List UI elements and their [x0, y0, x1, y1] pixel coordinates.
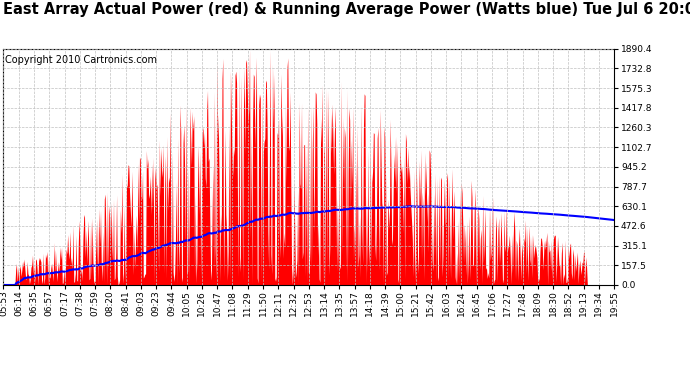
Text: Copyright 2010 Cartronics.com: Copyright 2010 Cartronics.com: [6, 55, 157, 64]
Text: East Array Actual Power (red) & Running Average Power (Watts blue) Tue Jul 6 20:: East Array Actual Power (red) & Running …: [3, 2, 690, 17]
